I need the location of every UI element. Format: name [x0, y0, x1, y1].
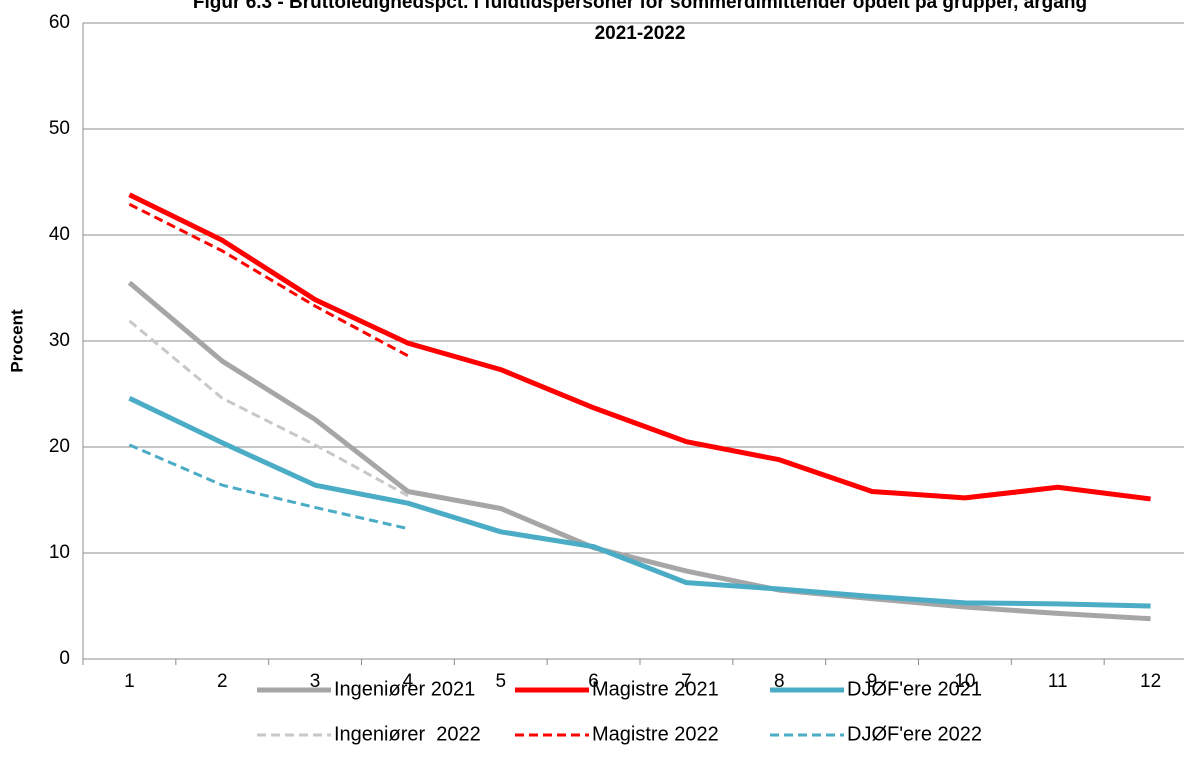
- x-tick-label: 4: [403, 671, 414, 692]
- y-tick-label: 0: [59, 648, 70, 669]
- x-tick-label: 2: [217, 671, 228, 692]
- x-tick-label: 11: [1048, 671, 1068, 692]
- x-tick-label: 1: [124, 671, 135, 692]
- legend-label: Ingeniører 2021: [334, 678, 475, 700]
- legend-label: Magistre 2022: [592, 723, 719, 745]
- y-tick-label: 40: [49, 224, 70, 245]
- y-tick-label: 10: [49, 542, 70, 563]
- series-line: [128, 395, 1151, 609]
- x-tick-label: 10: [954, 671, 975, 692]
- y-tick-label: 20: [49, 436, 70, 457]
- legend-label: DJØF'ere 2021: [847, 678, 982, 700]
- x-tick-label: 5: [495, 671, 506, 692]
- series-line: [128, 443, 409, 531]
- series-line: [127, 280, 1151, 622]
- y-tick-label: 50: [49, 118, 70, 139]
- x-tick-label: 8: [774, 671, 785, 692]
- x-tick-label: 6: [588, 671, 599, 692]
- x-tick-label: 3: [310, 671, 321, 692]
- legend-label: Magistre 2021: [592, 678, 719, 700]
- x-tick-label: 12: [1140, 671, 1161, 692]
- legend-label: Ingeniører 2022: [334, 723, 481, 745]
- x-tick-label: 7: [681, 671, 692, 692]
- series-line: [128, 319, 409, 498]
- series-line: [128, 192, 1151, 502]
- legend-label: DJØF'ere 2022: [847, 723, 982, 745]
- y-tick-label: 60: [49, 12, 70, 33]
- y-axis-label: Procent: [7, 309, 26, 373]
- series-line: [128, 202, 409, 358]
- x-tick-label: 9: [867, 671, 878, 692]
- y-tick-label: 30: [49, 330, 70, 351]
- chart-title: Figur 6.3 - Bruttoledighedspct. i fuldti…: [192, 0, 1093, 44]
